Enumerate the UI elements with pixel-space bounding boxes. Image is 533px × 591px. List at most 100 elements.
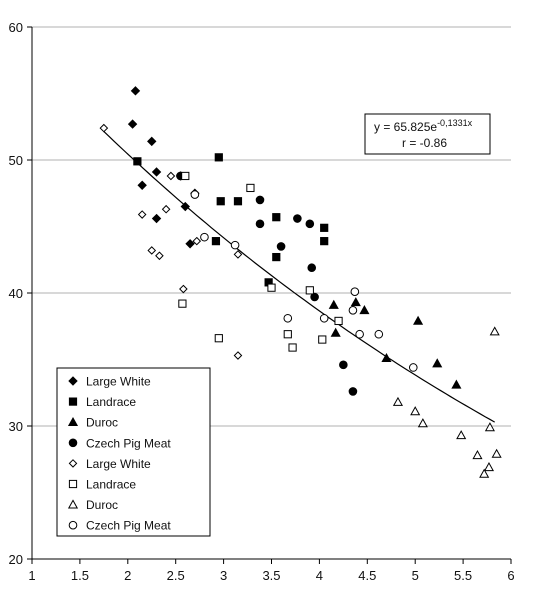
data-point-diamond-filled [151, 167, 162, 177]
data-point-square-filled [211, 237, 221, 246]
legend-marker-triangle-filled [67, 416, 79, 427]
x-tick-label: 5.5 [454, 568, 472, 583]
data-point-circle-open [355, 329, 364, 339]
x-tick-label: 6 [507, 568, 514, 583]
data-point-square-open [288, 343, 297, 352]
data-point-triangle-open [491, 448, 502, 458]
trendline [103, 130, 495, 423]
data-point-diamond-open [155, 251, 164, 261]
data-point-square-open [214, 334, 223, 343]
data-point-triangle-filled [328, 299, 339, 309]
legend-marker-circle-filled [68, 438, 78, 448]
data-point-circle-filled [276, 242, 286, 251]
data-point-square-open [283, 330, 292, 339]
data-point-circle-filled [305, 219, 315, 229]
data-point-square-open [267, 283, 276, 292]
x-tick-label: 2.5 [167, 568, 185, 583]
legend-marker-square-open [68, 479, 78, 489]
legend-label: Duroc [86, 416, 118, 430]
data-point-square-filled [272, 252, 281, 262]
legend-box [56, 367, 211, 537]
y-tick-label: 60 [9, 20, 23, 35]
data-point-circle-open [408, 363, 418, 372]
data-point-triangle-filled [350, 297, 361, 307]
axes: 1 1.5 2 2.5 3 3.5 4 4.5 5 5.5 6 20 30 40 50 60 [9, 20, 515, 583]
legend-items: Large White Landrace Duroc Czech Pig Meat La… [67, 375, 171, 533]
data-point-triangle-filled [330, 327, 341, 337]
data-point-circle-filled [293, 214, 302, 223]
x-tick-label: 4 [316, 568, 323, 583]
data-point-triangle-open [479, 468, 490, 478]
y-tick-label: 20 [9, 552, 23, 567]
legend-label: Landrace [86, 478, 136, 492]
legend-marker-circle-open [68, 520, 78, 530]
data-point-diamond-filled [127, 119, 138, 129]
data-point-diamond-open [137, 210, 147, 219]
data-point-square-filled [216, 197, 225, 206]
equation-box-border [364, 113, 491, 155]
data-point-square-filled [272, 213, 281, 222]
data-point-diamond-open [192, 236, 202, 246]
legend-label: Large White [86, 375, 151, 389]
data-point-triangle-filled [359, 305, 370, 315]
equation-exponent: -0,1331x [437, 118, 473, 128]
data-point-circle-open [319, 313, 329, 323]
data-point-diamond-filled [151, 213, 162, 224]
equation-main: y = 65.825e [374, 120, 437, 134]
legend-label: Landrace [86, 395, 136, 409]
data-point-diamond-open [179, 284, 188, 294]
legend-marker-triangle-open [67, 499, 79, 509]
data-point-diamond-filled [180, 201, 190, 212]
data-point-triangle-filled [381, 352, 392, 363]
data-point-square-filled [133, 157, 142, 166]
data-point-square-open [178, 299, 187, 308]
data-point-diamond-open [99, 123, 109, 133]
data-point-square-open [181, 171, 190, 181]
data-point-circle-open [348, 305, 358, 315]
legend-label: Large White [86, 457, 151, 471]
x-tick-label: 2 [124, 568, 131, 583]
data-point-circle-filled [339, 360, 348, 370]
data-points [99, 86, 502, 478]
data-point-circle-open [374, 329, 384, 339]
data-point-square-open [334, 316, 343, 326]
data-point-circle-open [350, 287, 360, 296]
legend-label: Czech Pig Meat [86, 436, 171, 450]
data-point-triangle-open [489, 326, 500, 336]
legend-label: Duroc [86, 498, 118, 512]
data-point-triangle-open [472, 450, 483, 460]
gridlines [32, 26, 511, 427]
x-tick-label: 5 [412, 568, 419, 583]
data-point-circle-open [190, 190, 200, 199]
x-tick-label: 4.5 [358, 568, 376, 583]
data-point-square-filled [320, 237, 329, 246]
legend-marker-diamond-filled [68, 376, 78, 386]
x-tick-label: 3.5 [262, 568, 280, 583]
data-point-triangle-open [483, 462, 495, 472]
y-tick-label: 30 [9, 419, 23, 434]
correlation-text: r = -0.86 [402, 136, 447, 150]
data-point-diamond-open [147, 246, 157, 255]
data-point-triangle-open [456, 430, 467, 440]
legend-marker-square-filled [68, 397, 78, 406]
data-point-diamond-open [166, 171, 176, 181]
data-point-square-filled [233, 197, 243, 206]
data-point-diamond-open [233, 351, 243, 360]
data-point-circle-open [283, 313, 293, 323]
x-tick-label: 1.5 [71, 568, 89, 583]
data-point-circle-open [200, 232, 209, 242]
x-tick-label: 1 [28, 568, 35, 583]
y-tick-label: 40 [9, 286, 23, 301]
data-point-triangle-filled [432, 358, 443, 368]
y-tick-label: 50 [9, 153, 23, 168]
data-point-square-open [318, 335, 327, 344]
data-point-diamond-filled [147, 136, 157, 147]
data-point-diamond-open [161, 204, 171, 214]
x-tick-label: 3 [220, 568, 227, 583]
data-point-circle-filled [255, 195, 265, 205]
legend-marker-diamond-open [68, 459, 78, 468]
data-point-circle-filled [255, 219, 265, 229]
data-point-circle-filled [310, 292, 319, 302]
data-point-triangle-open [417, 418, 428, 428]
data-point-triangle-open [410, 406, 421, 416]
